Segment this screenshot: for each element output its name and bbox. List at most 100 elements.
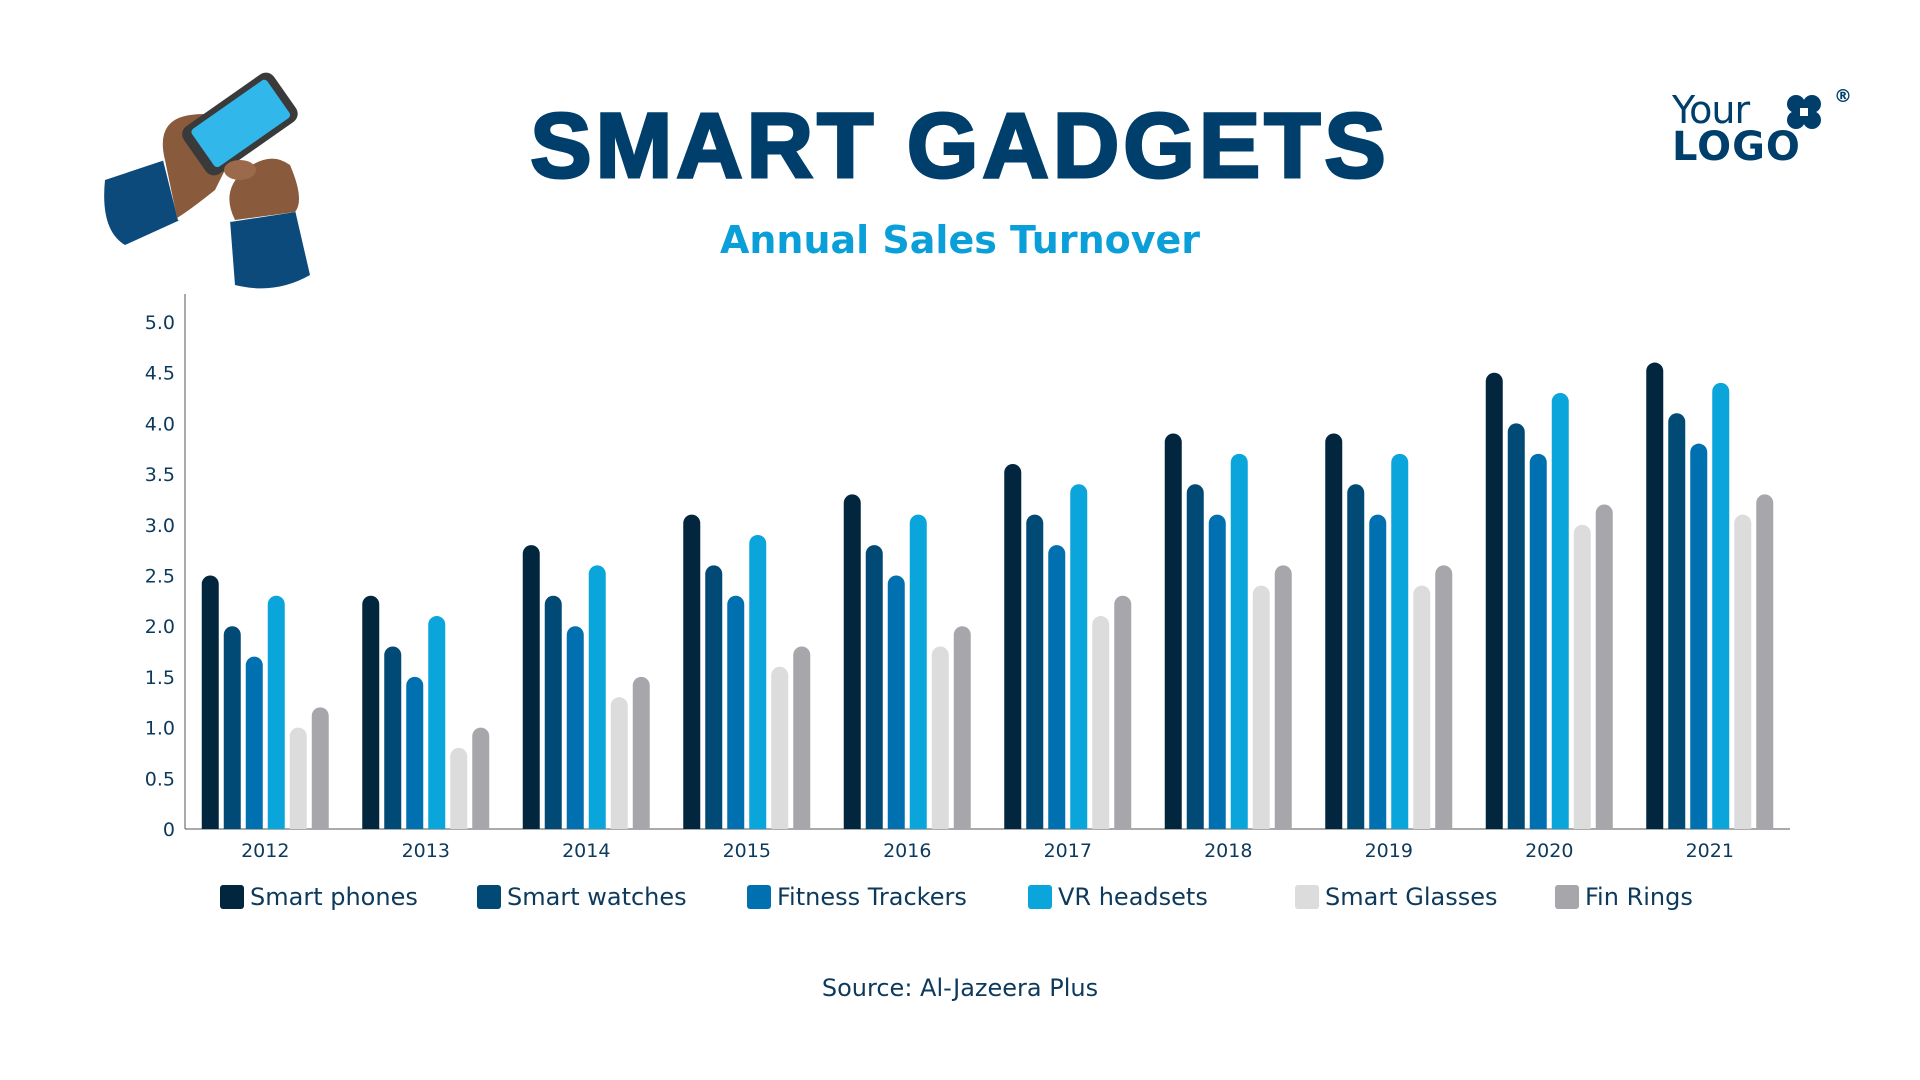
legend-item: Smart watches (477, 880, 687, 914)
four-petal-logo-icon (1786, 94, 1822, 134)
y-tick-label: 2.0 (145, 616, 175, 638)
legend-swatch (1028, 885, 1052, 909)
legend-label: Smart watches (507, 883, 687, 911)
bar (1208, 514, 1226, 829)
bar (1435, 565, 1453, 829)
bar (1325, 433, 1343, 829)
bar (1347, 484, 1365, 829)
brand-logo: Your ® LOGO (1672, 86, 1862, 178)
bar (472, 727, 490, 829)
bar (522, 545, 540, 829)
legend-label: Smart Glasses (1325, 883, 1498, 911)
bar (683, 514, 701, 829)
bar (1230, 453, 1248, 829)
y-tick-label: 4.0 (145, 413, 175, 435)
bar (1114, 595, 1132, 829)
legend-label: VR headsets (1058, 883, 1208, 911)
bar (267, 595, 285, 829)
bar (727, 595, 745, 829)
bar (544, 595, 562, 829)
bar (1274, 565, 1292, 829)
bar (1734, 514, 1752, 829)
bar (1756, 494, 1774, 829)
logo-line-2: LOGO (1672, 124, 1801, 170)
bar (749, 534, 767, 829)
bar (289, 727, 307, 829)
legend-label: Fin Rings (1585, 883, 1693, 911)
bar (450, 747, 468, 829)
chart-legend: Smart phones Smart watches Fitness Tracker… (220, 880, 1720, 920)
x-tick-label: 2012 (241, 840, 289, 862)
bar (311, 707, 329, 829)
bar (1595, 504, 1613, 829)
bar (1369, 514, 1387, 829)
bar (1551, 392, 1569, 829)
bar (887, 575, 905, 829)
bar (1712, 382, 1730, 829)
bar (588, 565, 606, 829)
bar (771, 666, 789, 829)
bar (610, 697, 628, 829)
bar (843, 494, 861, 829)
bar (1004, 463, 1022, 829)
bar (1507, 423, 1525, 829)
legend-item: VR headsets (1028, 880, 1208, 914)
y-tick-label: 1.0 (145, 718, 175, 740)
source-note: Source: Al-Jazeera Plus (821, 974, 1099, 1002)
x-tick-label: 2013 (402, 840, 450, 862)
bar (362, 595, 380, 829)
bar (1646, 362, 1664, 829)
x-tick-label: 2020 (1525, 840, 1573, 862)
bar (1186, 484, 1204, 829)
bar (428, 616, 446, 829)
bar (909, 514, 927, 829)
y-tick-label: 3.0 (145, 515, 175, 537)
legend-swatch (747, 885, 771, 909)
bar (865, 545, 883, 829)
x-tick-label: 2016 (883, 840, 931, 862)
bar (245, 656, 263, 829)
x-tick-label: 2014 (562, 840, 610, 862)
chart-subtitle: Annual Sales Turnover (719, 218, 1201, 262)
bar (1026, 514, 1044, 829)
bar (1573, 524, 1591, 829)
bar (1092, 616, 1110, 829)
bar (1252, 585, 1270, 829)
bar (1413, 585, 1431, 829)
logo-line-1: Your (1672, 88, 1750, 132)
legend-swatch (1555, 885, 1579, 909)
x-tick-label: 2021 (1686, 840, 1734, 862)
bar (1070, 484, 1088, 829)
legend-swatch (220, 885, 244, 909)
x-tick-label: 2018 (1204, 840, 1252, 862)
y-tick-label: 1.5 (145, 667, 175, 689)
bar (1485, 372, 1503, 829)
legend-item: Smart phones (220, 880, 418, 914)
bar (931, 646, 949, 829)
bar (632, 676, 650, 829)
y-tick-label: 4.5 (145, 363, 175, 385)
registered-mark: ® (1834, 86, 1852, 107)
y-tick-label: 3.5 (145, 464, 175, 486)
x-tick-label: 2015 (723, 840, 771, 862)
bar (1690, 443, 1708, 829)
chart-title: SMART GADGETS (529, 95, 1390, 197)
legend-label: Fitness Trackers (777, 883, 967, 911)
x-tick-label: 2019 (1365, 840, 1413, 862)
bar (1529, 453, 1547, 829)
y-tick-label: 0.5 (145, 768, 175, 790)
bar (1048, 545, 1066, 829)
bar (793, 646, 811, 829)
bar (384, 646, 402, 829)
bar (705, 565, 723, 829)
bar (1391, 453, 1409, 829)
legend-item: Fitness Trackers (747, 880, 967, 914)
bar (406, 676, 424, 829)
legend-swatch (1295, 885, 1319, 909)
x-tick-label: 2017 (1044, 840, 1092, 862)
legend-item: Fin Rings (1555, 880, 1693, 914)
bar (201, 575, 219, 829)
bar (1164, 433, 1182, 829)
legend-swatch (477, 885, 501, 909)
